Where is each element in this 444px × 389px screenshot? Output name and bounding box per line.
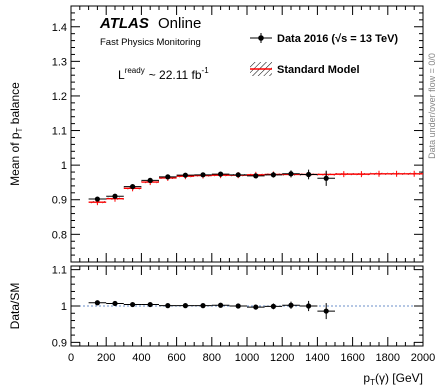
ratio-y-tick-label: 0.9 (52, 337, 67, 349)
legend-sm-marker (250, 62, 272, 76)
x-tick-label: 1600 (340, 352, 364, 364)
luminosity-label: Lready ~ 22.11 fb-1 (118, 66, 209, 82)
main-y-tick-label: 1.3 (52, 56, 67, 68)
ratio-point (218, 302, 224, 308)
ratio-point (235, 303, 241, 309)
legend: Data 2016 (√s = 13 TeV) Standard Model (250, 33, 398, 76)
data-point (218, 171, 224, 177)
ratio-point (200, 303, 206, 309)
main-y-tick-label: 0.8 (52, 229, 67, 241)
ratio-y-axis: 0.9 1 1.1 (52, 265, 423, 349)
y-axis-label: Mean of pT balance (8, 82, 24, 186)
data-point (165, 174, 171, 180)
data-point (200, 172, 206, 178)
online-label: Online (158, 15, 201, 32)
x-tick-label: 1000 (235, 352, 259, 364)
ratio-point (94, 300, 100, 306)
data-point (253, 173, 259, 179)
data-point (323, 175, 329, 181)
data-series (88, 169, 335, 202)
data-point (130, 183, 136, 190)
ratio-point (165, 303, 171, 309)
x-tick-label: 0 (68, 352, 74, 364)
ratio-point (182, 303, 188, 309)
data-point (182, 172, 188, 178)
main-y-axis: 0.8 0.9 1 1.1 1.2 1.3 1.4 (52, 12, 423, 256)
ratio-y-tick-label: 1 (61, 301, 67, 313)
main-panel: 0.8 0.9 1 1.1 1.2 1.3 1.4 Mean of pT balance A… (8, 5, 437, 263)
data-point (288, 171, 294, 177)
ratio-point (270, 303, 276, 309)
ratio-y-tick-label: 1.1 (52, 265, 67, 277)
ratio-point (112, 300, 118, 307)
main-y-tick-label: 1.1 (52, 126, 67, 138)
data-point (94, 196, 100, 202)
x-tick-label: 1200 (270, 352, 294, 364)
main-y-tick-label: 1.4 (52, 22, 67, 34)
ratio-panel: 0.9 1 1.1 0 200 400 600 800 1000 1200 1400 1600 180… (8, 265, 435, 387)
data-point (112, 193, 118, 199)
x-tick-label: 2000 (411, 352, 435, 364)
main-y-tick-label: 1 (61, 160, 67, 172)
data-point (306, 171, 312, 178)
ratio-point (288, 302, 294, 308)
main-y-tick-label: 0.9 (52, 195, 67, 207)
ratio-point (130, 301, 136, 308)
x-tick-label: 400 (132, 352, 150, 364)
main-x-ticks (70, 6, 424, 262)
overflow-note: Data under/over flow = 0/0 (427, 53, 437, 159)
legend-data-label: Data 2016 (√s = 13 TeV) (277, 33, 398, 45)
data-point (235, 172, 241, 178)
ratio-point (323, 308, 329, 314)
x-tick-label: 600 (167, 352, 185, 364)
atlas-label: ATLAS (99, 15, 149, 32)
ratio-point (306, 303, 312, 309)
x-axis: 0 200 400 600 800 1000 1200 1400 1600 1800 2000 (68, 266, 435, 364)
data-point (270, 172, 276, 178)
x-axis-label: pT(γ) [GeV] (363, 371, 423, 387)
legend-sm-label: Standard Model (277, 64, 360, 76)
data-point (147, 177, 153, 183)
main-y-tick-label: 1.2 (52, 91, 67, 103)
legend-data-marker (250, 33, 272, 43)
x-tick-label: 1400 (305, 352, 329, 364)
x-tick-label: 800 (203, 352, 221, 364)
subtitle-label: Fast Physics Monitoring (100, 37, 201, 48)
ratio-point (253, 304, 259, 310)
ratio-y-axis-label: Data/SM (8, 283, 22, 330)
ratio-point (147, 301, 153, 308)
x-tick-label: 200 (97, 352, 115, 364)
ratio-series (88, 300, 335, 320)
x-tick-label: 1800 (376, 352, 400, 364)
